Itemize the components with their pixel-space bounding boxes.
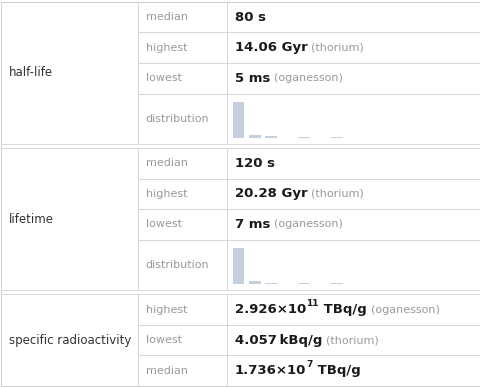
Bar xyxy=(265,136,277,138)
Bar xyxy=(233,248,244,284)
Text: 4.057 kBq/g: 4.057 kBq/g xyxy=(235,334,322,347)
Bar xyxy=(227,94,480,144)
Bar xyxy=(298,137,310,138)
Text: 1.736×10: 1.736×10 xyxy=(235,364,306,377)
Text: median: median xyxy=(146,158,188,168)
Text: (thorium): (thorium) xyxy=(311,189,364,199)
Text: 20.28 Gyr: 20.28 Gyr xyxy=(235,187,307,200)
Text: (thorium): (thorium) xyxy=(326,335,379,345)
Bar xyxy=(138,33,227,63)
Bar xyxy=(249,281,261,284)
Text: highest: highest xyxy=(146,189,187,199)
Text: 2.926×10: 2.926×10 xyxy=(235,303,306,316)
Bar xyxy=(227,63,480,94)
Bar xyxy=(227,2,480,33)
Text: 7 ms: 7 ms xyxy=(235,218,270,231)
Bar xyxy=(138,325,227,356)
Text: median: median xyxy=(146,12,188,22)
Bar xyxy=(1,295,138,386)
Bar xyxy=(227,33,480,63)
Text: half-life: half-life xyxy=(9,66,53,79)
Bar xyxy=(233,101,244,138)
Text: distribution: distribution xyxy=(146,114,209,123)
Bar xyxy=(138,295,227,325)
Bar xyxy=(138,63,227,94)
Bar xyxy=(331,137,343,138)
Bar xyxy=(227,356,480,386)
Text: 5 ms: 5 ms xyxy=(235,72,270,85)
Text: (oganesson): (oganesson) xyxy=(274,73,343,83)
Bar xyxy=(138,148,227,179)
Bar xyxy=(138,2,227,33)
Text: TBq/g: TBq/g xyxy=(319,303,367,316)
Bar xyxy=(138,356,227,386)
Text: median: median xyxy=(146,366,188,376)
Text: 120 s: 120 s xyxy=(235,157,275,170)
Text: specific radioactivity: specific radioactivity xyxy=(9,334,132,347)
Text: (oganesson): (oganesson) xyxy=(274,219,343,229)
Text: (oganesson): (oganesson) xyxy=(371,305,440,315)
Bar xyxy=(227,179,480,209)
Text: distribution: distribution xyxy=(146,260,209,270)
Bar xyxy=(138,179,227,209)
Bar xyxy=(1,2,138,144)
Text: 80 s: 80 s xyxy=(235,11,265,24)
Bar xyxy=(138,94,227,144)
Bar xyxy=(227,209,480,240)
Bar xyxy=(265,283,277,284)
Bar xyxy=(1,148,138,290)
Text: lowest: lowest xyxy=(146,219,182,229)
Bar xyxy=(227,295,480,325)
Bar xyxy=(138,240,227,290)
Bar xyxy=(331,283,343,284)
Bar xyxy=(227,325,480,356)
Bar xyxy=(227,240,480,290)
Text: highest: highest xyxy=(146,305,187,315)
Text: lowest: lowest xyxy=(146,73,182,83)
Text: TBq/g: TBq/g xyxy=(313,364,361,377)
Text: highest: highest xyxy=(146,43,187,53)
Text: 14.06 Gyr: 14.06 Gyr xyxy=(235,41,307,54)
Bar xyxy=(227,148,480,179)
Bar xyxy=(298,283,310,284)
Bar xyxy=(138,209,227,240)
Text: lowest: lowest xyxy=(146,335,182,345)
Text: lifetime: lifetime xyxy=(9,212,54,226)
Text: 11: 11 xyxy=(306,298,319,308)
Text: (thorium): (thorium) xyxy=(312,43,364,53)
Text: 7: 7 xyxy=(306,360,313,368)
Bar xyxy=(249,135,261,138)
